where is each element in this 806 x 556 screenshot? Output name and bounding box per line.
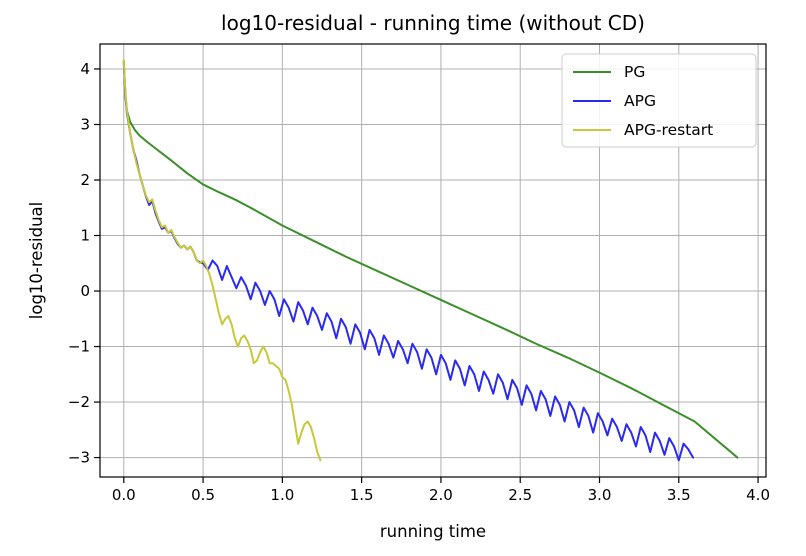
series-line-apg-restart	[122, 59, 322, 462]
y-tick-label: 3	[80, 115, 90, 133]
grid	[100, 44, 766, 477]
legend-label: APG-restart	[624, 121, 713, 139]
x-tick-label: 3.0	[588, 486, 612, 504]
legend: PG APG APG-restart	[561, 53, 757, 148]
x-tick-label: 4.0	[746, 486, 770, 504]
chart-title: log10-residual - running time (without C…	[221, 11, 645, 35]
x-tick-label: 2.0	[429, 486, 453, 504]
series-line-pg	[122, 59, 739, 459]
axis-ticks: 0.0 0.5 1.0 1.5 2.0 2.5 3.0 3.5 4.0 −3 −2 −1 0 1 2 3 4	[68, 60, 770, 504]
x-tick-label: 2.5	[508, 486, 532, 504]
x-tick-label: 0.0	[112, 486, 136, 504]
x-tick-label: 1.5	[350, 486, 374, 504]
y-tick-label: 0	[80, 282, 90, 300]
y-tick-label: −3	[68, 449, 90, 467]
legend-label: APG	[624, 92, 656, 110]
y-tick-label: −1	[68, 338, 90, 356]
y-tick-label: −2	[68, 393, 90, 411]
y-tick-label: 2	[80, 171, 90, 189]
x-tick-label: 1.0	[270, 486, 294, 504]
x-axis-label: running time	[380, 522, 486, 541]
x-tick-label: 0.5	[191, 486, 215, 504]
series-lines	[122, 59, 739, 462]
plot-frame	[99, 43, 767, 478]
y-axis-label: log10-residual	[27, 202, 46, 319]
legend-label: PG	[624, 63, 645, 81]
x-tick-label: 3.5	[667, 486, 691, 504]
y-tick-label: 4	[80, 60, 90, 78]
legend-box	[561, 53, 757, 148]
y-tick-label: 1	[80, 227, 90, 245]
